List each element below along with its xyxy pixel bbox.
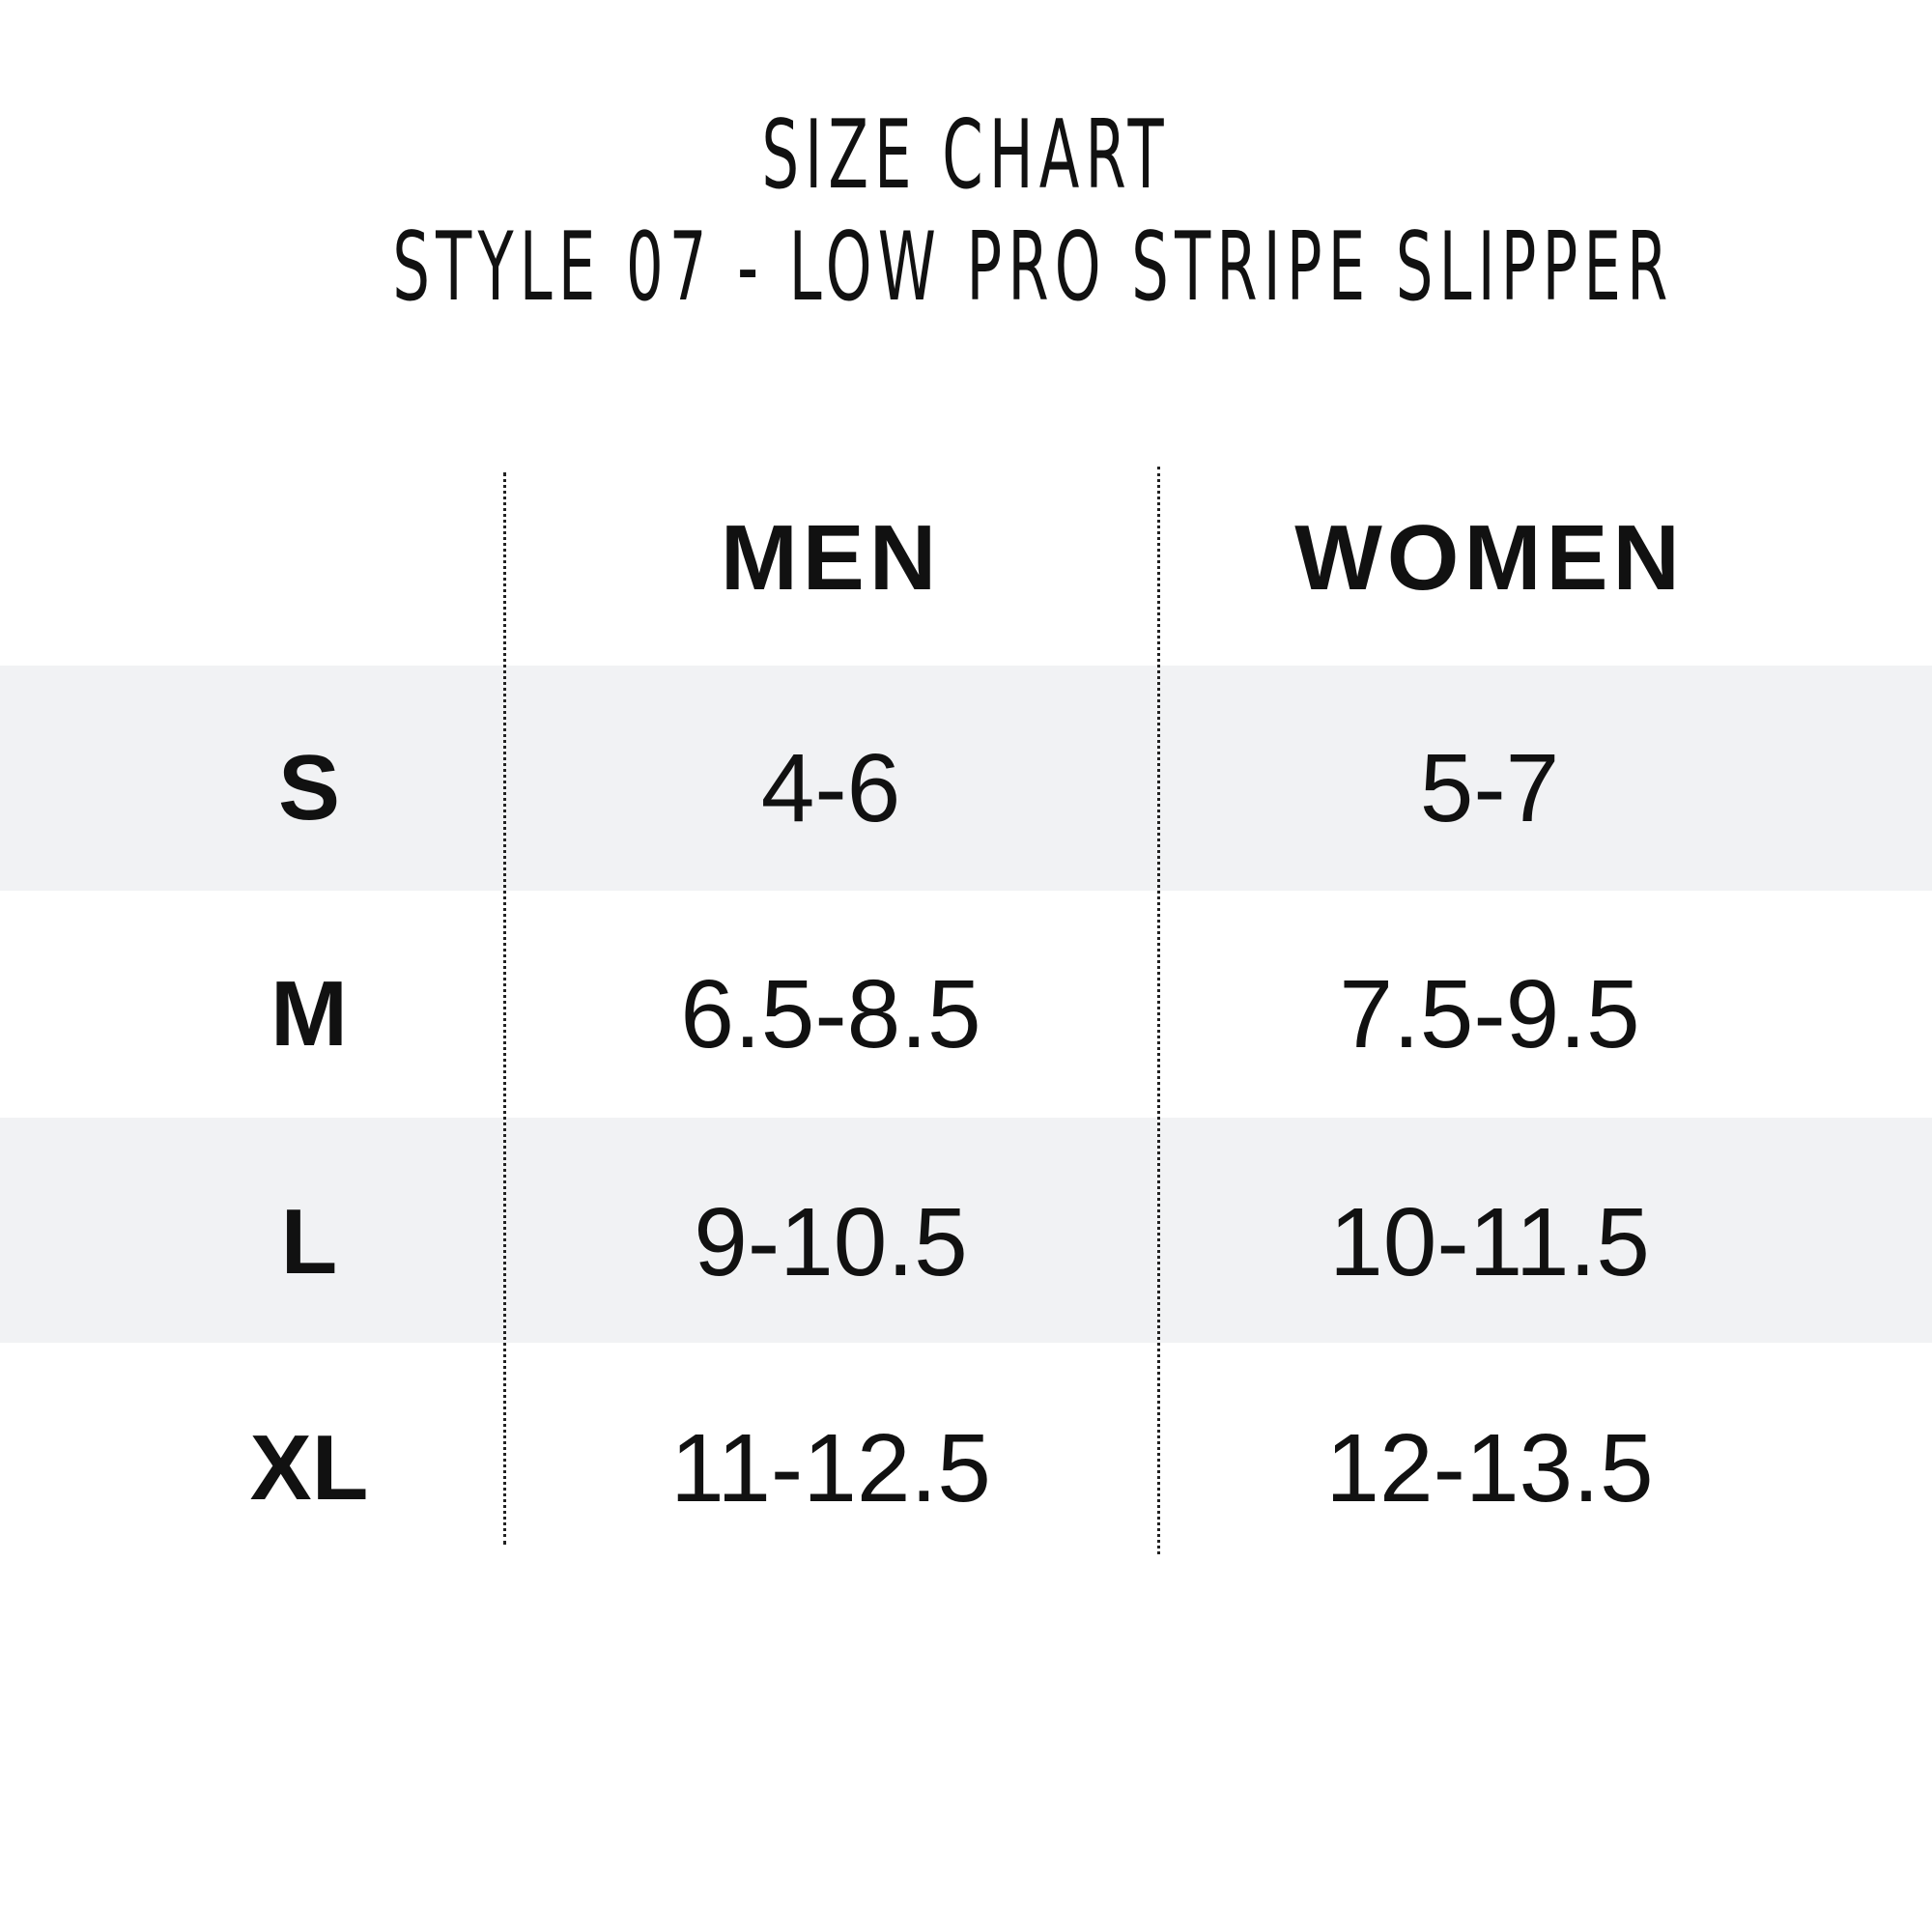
size-label: M xyxy=(270,962,348,1065)
men-size: 4-6 xyxy=(760,734,901,842)
women-size: 5-7 xyxy=(1419,734,1560,842)
product-title: STYLE 07 - LOW PRO STRIPE SLIPPER xyxy=(392,213,1674,323)
women-size: 7.5-9.5 xyxy=(1339,960,1640,1068)
chart-title: SIZE CHART xyxy=(761,100,1171,211)
men-size: 9-10.5 xyxy=(694,1188,968,1296)
men-size: 11-12.5 xyxy=(670,1414,991,1522)
header-women: WOMEN xyxy=(1294,506,1685,610)
women-size: 10-11.5 xyxy=(1329,1188,1650,1296)
women-size: 12-13.5 xyxy=(1325,1414,1654,1522)
header-men: MEN xyxy=(720,506,942,610)
men-size: 6.5-8.5 xyxy=(680,960,981,1068)
row-band-s xyxy=(0,666,1932,891)
row-band-l xyxy=(0,1118,1932,1343)
column-divider xyxy=(1157,467,1160,1554)
size-label: L xyxy=(280,1190,338,1293)
size-label: S xyxy=(277,736,341,839)
column-divider xyxy=(503,472,506,1545)
size-label: XL xyxy=(249,1416,369,1520)
